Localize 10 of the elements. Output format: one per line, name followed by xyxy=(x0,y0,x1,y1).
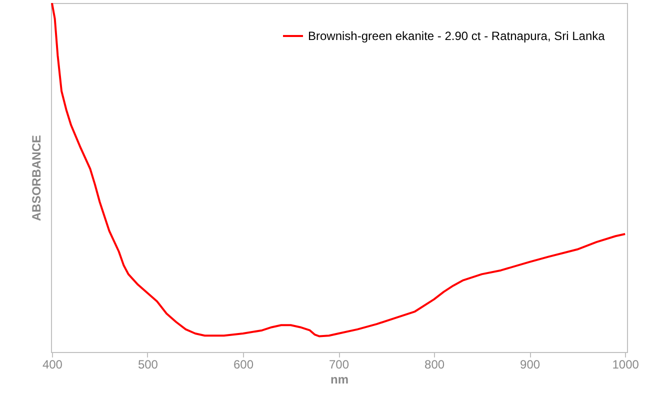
x-tick-label: 600 xyxy=(233,358,254,372)
legend-label: Brownish-green ekanite - 2.90 ct - Ratnapura, Sri Lanka xyxy=(308,29,606,43)
x-tick-label: 1000 xyxy=(612,358,640,372)
y-axis-title: ABSORBANCE xyxy=(30,134,44,222)
x-tick-label: 500 xyxy=(138,358,158,372)
x-tick-label: 700 xyxy=(329,358,350,372)
x-tick-label: 400 xyxy=(42,358,63,372)
x-axis-title: nm xyxy=(330,372,348,386)
x-tick-label: 900 xyxy=(520,358,540,372)
x-tick-label: 800 xyxy=(424,358,445,372)
